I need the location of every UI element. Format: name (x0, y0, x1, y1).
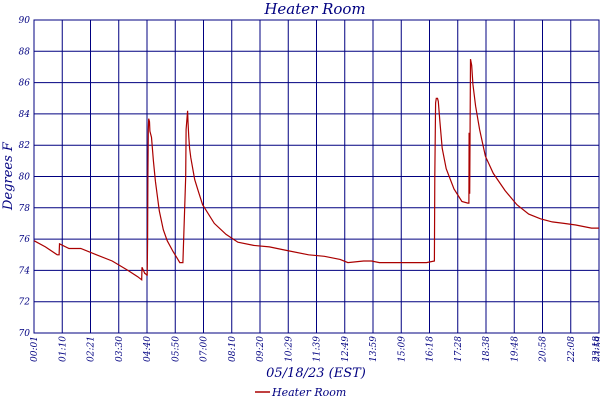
y-tick-label: 82 (19, 141, 31, 151)
y-tick-label: 72 (19, 298, 31, 308)
x-axis-label: 05/18/23 (EST) (266, 366, 366, 381)
x-tick-label: 04:40 (143, 336, 153, 362)
x-tick-label: 02:21 (87, 336, 97, 362)
x-axis-ticks: 00:01 01:10 02:21 03:30 04:40 05:50 07:00 08:10… (30, 336, 600, 363)
x-tick-label: 11:39 (313, 336, 323, 362)
x-tick-label: 23:59 (594, 336, 600, 363)
x-tick-label: 12:49 (341, 336, 351, 362)
y-tick-label: 88 (19, 47, 31, 57)
x-tick-label: 15:09 (397, 336, 407, 362)
chart-title: Heater Room (263, 0, 365, 18)
plot-frame (33, 19, 600, 334)
x-tick-label: 23:18 (592, 336, 600, 363)
x-tick-label: 17:28 (454, 336, 464, 362)
y-tick-label: 80 (19, 173, 31, 183)
y-tick-label: 86 (19, 79, 31, 89)
x-tick-label: 20:58 (539, 336, 549, 363)
y-tick-label: 84 (19, 110, 31, 120)
legend-label-heater-room: Heater Room (271, 386, 346, 399)
y-tick-label: 70 (19, 329, 31, 339)
x-tick-label: 09:20 (256, 336, 266, 362)
x-tick-label: 19:48 (510, 336, 520, 362)
x-tick-label: 22:08 (567, 336, 577, 363)
x-tick-label: 18:38 (482, 336, 492, 362)
y-tick-label: 78 (19, 204, 31, 214)
x-tick-label: 01:10 (58, 336, 68, 362)
x-tick-label: 05:50 (171, 336, 181, 362)
x-tick-label: 03:30 (115, 336, 125, 362)
x-tick-label: 16:18 (426, 336, 436, 362)
x-tick-label: 08:10 (228, 336, 238, 362)
x-tick-label: 07:00 (200, 336, 210, 362)
series-line-heater-room (33, 58, 599, 282)
x-tick-label: 10:29 (284, 336, 294, 362)
x-tick-label: 00:01 (30, 336, 40, 362)
y-tick-label: 76 (19, 235, 31, 245)
y-axis-label: Degrees F (1, 141, 16, 211)
y-tick-label: 74 (19, 266, 31, 276)
legend: Heater Room (255, 386, 346, 399)
grid-lines (33, 19, 599, 334)
y-tick-label: 90 (19, 16, 31, 26)
y-axis-ticks: 70 72 74 76 78 80 82 84 86 88 90 (19, 16, 31, 339)
x-tick-label: 13:59 (369, 336, 379, 362)
